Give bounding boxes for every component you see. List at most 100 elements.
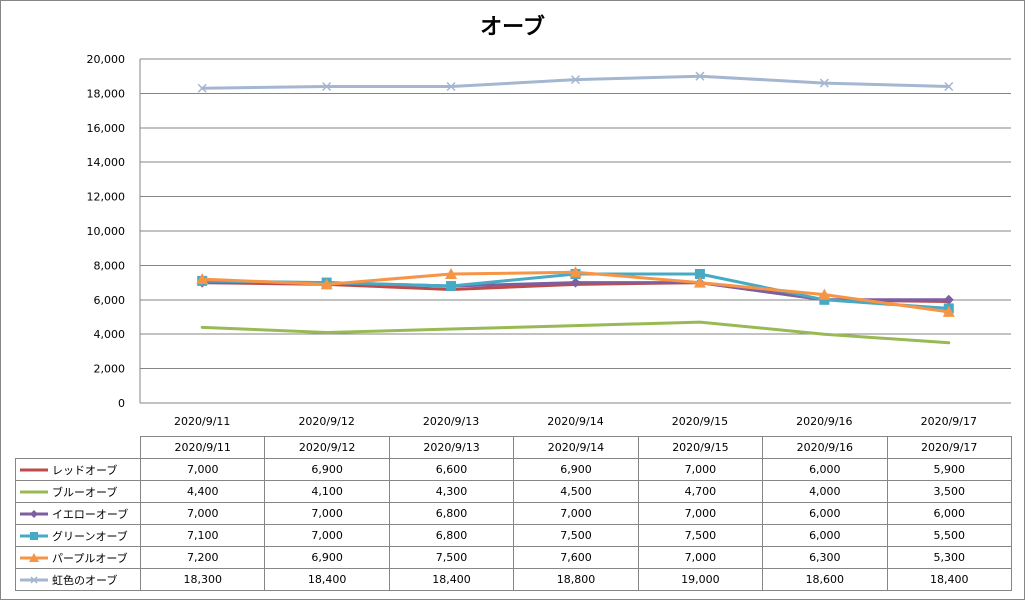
- y-tick-label: 6,000: [94, 294, 126, 307]
- table-header-cell: 2020/9/13: [388, 436, 515, 459]
- data-point-marker: [196, 273, 209, 285]
- table-cell: 7,000: [637, 502, 764, 525]
- table-cell: 6,000: [762, 524, 888, 547]
- table-row: レッドオーブ 7,000 6,900 6,600 6,900 7,000 6,000 5,90…: [15, 458, 1012, 481]
- x-tick-label: 2020/9/15: [672, 415, 728, 428]
- y-tick-label: 14,000: [87, 156, 126, 169]
- data-point-marker: [197, 83, 207, 93]
- x-tick-label: 2020/9/14: [547, 415, 603, 428]
- x-tick-label: 2020/9/13: [423, 415, 479, 428]
- table-header-cell: 2020/9/14: [513, 436, 639, 459]
- table-cell: 6,800: [388, 524, 515, 547]
- plot-svg: 20,000 18,000 16,000 14,000 12,000 10,000 8,00…: [87, 53, 1011, 428]
- y-tick-label: 16,000: [87, 122, 126, 135]
- table-cell: 4,300: [388, 480, 515, 503]
- series-name-cell: パープルオーブ: [15, 546, 141, 569]
- y-tick-label: 18,000: [87, 87, 126, 100]
- table-cell: 7,600: [513, 546, 639, 569]
- y-tick-label: 2,000: [94, 363, 126, 376]
- table-header-cell: 2020/9/12: [264, 436, 390, 459]
- table-row: ブルーオーブ 4,400 4,100 4,300 4,500 4,700 4,000 3,50…: [15, 480, 1012, 503]
- table-cell: 4,700: [637, 480, 764, 503]
- data-point-marker: [320, 278, 333, 290]
- y-tick-label: 12,000: [87, 191, 126, 204]
- table-cell: 7,000: [264, 502, 390, 525]
- data-table: 2020/9/11 2020/9/12 2020/9/13 2020/9/14 2020…: [15, 436, 1012, 591]
- x-tick-label: 2020/9/11: [174, 415, 230, 428]
- data-point-marker: [819, 294, 830, 305]
- table-cell: 18,600: [762, 568, 888, 591]
- table-cell: 5,500: [886, 524, 1012, 547]
- legend-key: [20, 468, 48, 471]
- table-cell: 6,000: [762, 458, 888, 481]
- table-cell: 18,300: [139, 568, 266, 591]
- data-point-marker: [693, 276, 706, 288]
- table-cell: 7,000: [637, 546, 764, 569]
- data-point-marker: [943, 294, 954, 305]
- series-name-cell: イエローオーブ: [15, 502, 141, 525]
- table-cell: 4,500: [513, 480, 639, 503]
- table-cell: 6,900: [264, 458, 390, 481]
- table-cell: 4,400: [139, 480, 266, 503]
- table-row: イエローオーブ 7,000 7,000 6,800 7,000 7,000 6,000 6,0…: [15, 502, 1012, 525]
- series-name-cell: 虹色のオーブ: [15, 568, 141, 591]
- legend-key: [20, 490, 48, 493]
- table-cell: 7,500: [637, 524, 764, 547]
- data-point-marker: [944, 81, 954, 92]
- data-point-marker: [819, 78, 829, 88]
- y-tick-label: 4,000: [94, 328, 126, 341]
- table-cell: 7,000: [139, 502, 266, 525]
- table-corner: [16, 437, 141, 459]
- table-cell: 7,500: [388, 546, 515, 569]
- data-point-marker: [570, 75, 581, 85]
- table-cell: 5,900: [886, 458, 1012, 481]
- table-row: 虹色のオーブ 18,300 18,400 18,400 18,800 19,000 18,6…: [15, 568, 1012, 591]
- table-cell: 7,200: [139, 546, 266, 569]
- series-name-cell: ブルーオーブ: [15, 480, 141, 503]
- table-cell: 4,000: [762, 480, 888, 503]
- data-point-marker: [570, 277, 581, 288]
- legend-key: [20, 575, 48, 584]
- table-cell: 7,000: [139, 458, 266, 481]
- table-cell: 18,400: [886, 568, 1012, 591]
- table-cell: 7,000: [513, 502, 639, 525]
- table-row: グリーンオーブ 7,100 7,000 6,800 7,500 7,500 6,000 5,5…: [15, 524, 1012, 547]
- legend-key: [20, 509, 48, 518]
- table-cell: 18,400: [388, 568, 515, 591]
- table-cell: 6,900: [513, 458, 639, 481]
- y-tick-label: 10,000: [87, 225, 126, 238]
- table-header-row: 2020/9/11 2020/9/12 2020/9/13 2020/9/14 2020…: [16, 436, 1012, 459]
- legend-key: [20, 531, 48, 540]
- series-name: グリーンオーブ: [52, 529, 128, 543]
- series-line: [200, 74, 951, 90]
- table-header-cell: 2020/9/11: [139, 436, 266, 459]
- table-cell: 4,100: [264, 480, 390, 503]
- chart-title: オーブ: [480, 15, 545, 40]
- table-header-cell: 2020/9/16: [762, 436, 888, 459]
- data-point-marker: [445, 268, 458, 279]
- data-point-marker: [818, 288, 831, 300]
- y-tick-label: 0: [118, 397, 125, 410]
- data-point-marker: [446, 81, 456, 92]
- table-cell: 7,100: [139, 524, 266, 547]
- table-cell: 6,600: [388, 458, 515, 481]
- table-cell: 5,300: [886, 546, 1012, 569]
- x-tick-label: 2020/9/12: [298, 415, 354, 428]
- table-cell: 6,000: [886, 502, 1012, 525]
- x-tick-label: 2020/9/16: [796, 415, 852, 428]
- series-name: イエローオーブ: [52, 507, 129, 521]
- series-name: ブルーオーブ: [52, 485, 118, 499]
- data-point-marker: [322, 81, 332, 92]
- table-cell: 18,800: [513, 568, 639, 591]
- table-cell: 6,800: [388, 502, 515, 525]
- series-name-cell: グリーンオーブ: [15, 524, 141, 547]
- series-line: [200, 320, 951, 345]
- table-cell: 7,000: [637, 458, 764, 481]
- table-cell: 7,000: [264, 524, 390, 547]
- data-point-marker: [446, 281, 457, 292]
- series-name-cell: レッドオーブ: [15, 458, 141, 481]
- data-point-marker: [695, 71, 705, 81]
- table-cell: 3,500: [886, 480, 1012, 503]
- data-point-marker: [694, 269, 705, 279]
